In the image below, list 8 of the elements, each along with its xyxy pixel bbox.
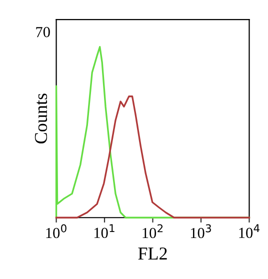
text: 70 — [36, 26, 50, 38]
x-tick-label: 10$^{2}$ — [142, 224, 163, 238]
x-tick-label: 10$^{3}$ — [190, 224, 211, 238]
x-tick-label: 10$^{0}$ — [46, 224, 66, 238]
x-axis-title: FL2 — [138, 248, 167, 260]
y-axis-title: Counts — [34, 94, 48, 144]
x-tick-label: 10$^{4}$ — [239, 224, 260, 238]
x-tick-label: 10$^{1}$ — [94, 224, 114, 238]
